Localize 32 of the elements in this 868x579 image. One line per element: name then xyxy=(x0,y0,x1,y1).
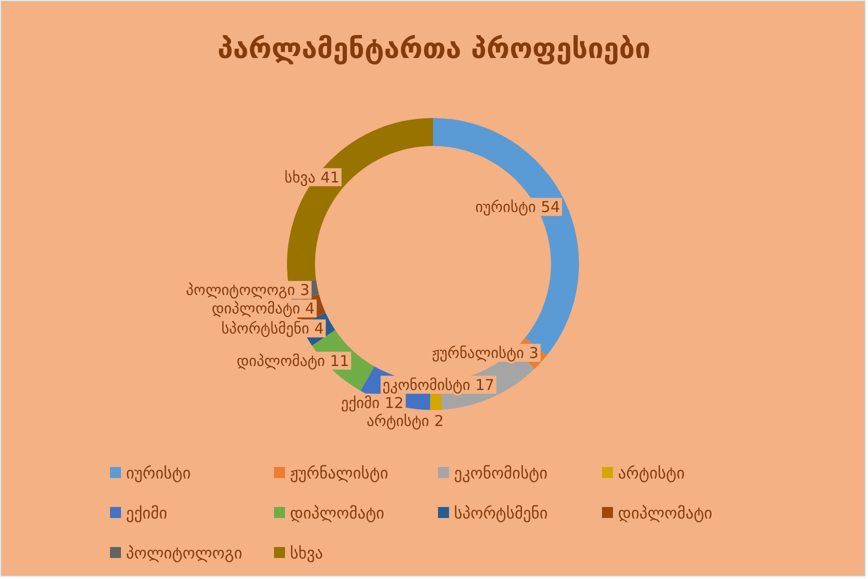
data-label: 17 xyxy=(475,376,494,394)
legend-label: ჟურნალისტი xyxy=(290,464,388,483)
data-label: 4 xyxy=(305,300,315,318)
data-label: 41 xyxy=(320,168,340,186)
data-label: 11 xyxy=(330,352,350,370)
legend-label: არტისტი xyxy=(618,464,685,483)
data-label: 2 xyxy=(434,412,444,430)
slice-label: სხვა xyxy=(284,168,316,186)
data-label: 12 xyxy=(384,394,404,412)
legend-label: ეკონომისტი xyxy=(454,464,548,483)
legend-label: იურისტი xyxy=(126,464,191,483)
data-label: 3 xyxy=(529,344,539,362)
donut-slice xyxy=(287,118,433,284)
slice-label: სპორტსმენი xyxy=(221,320,310,338)
slice-label: დიპლომატი xyxy=(212,300,300,318)
legend-label: ექიმი xyxy=(126,504,168,523)
slice-label: ექიმი xyxy=(340,394,380,412)
slice-label: ეკონომისტი xyxy=(382,376,470,394)
slice-label: არტისტი xyxy=(366,412,430,430)
slice-label: პოლიტოლოგი xyxy=(186,281,296,300)
data-label: 54 xyxy=(540,198,560,216)
slice-label: იურისტი xyxy=(475,198,536,216)
slice-label: დიპლომატი xyxy=(236,352,326,370)
legend-label: სპორტსმენი xyxy=(454,504,548,523)
legend-label: დიპლომატი xyxy=(290,504,384,523)
data-label: 4 xyxy=(314,320,324,338)
legend-label: დიპლომატი xyxy=(618,504,712,523)
slice-label: ჟურნალისტი xyxy=(432,344,524,362)
chart-title: პარლამენტართა პროფესიები xyxy=(217,32,651,65)
legend-label: სხვა xyxy=(290,544,324,563)
data-label: 3 xyxy=(300,281,310,300)
legend-label: პოლიტოლოგი xyxy=(126,544,242,563)
